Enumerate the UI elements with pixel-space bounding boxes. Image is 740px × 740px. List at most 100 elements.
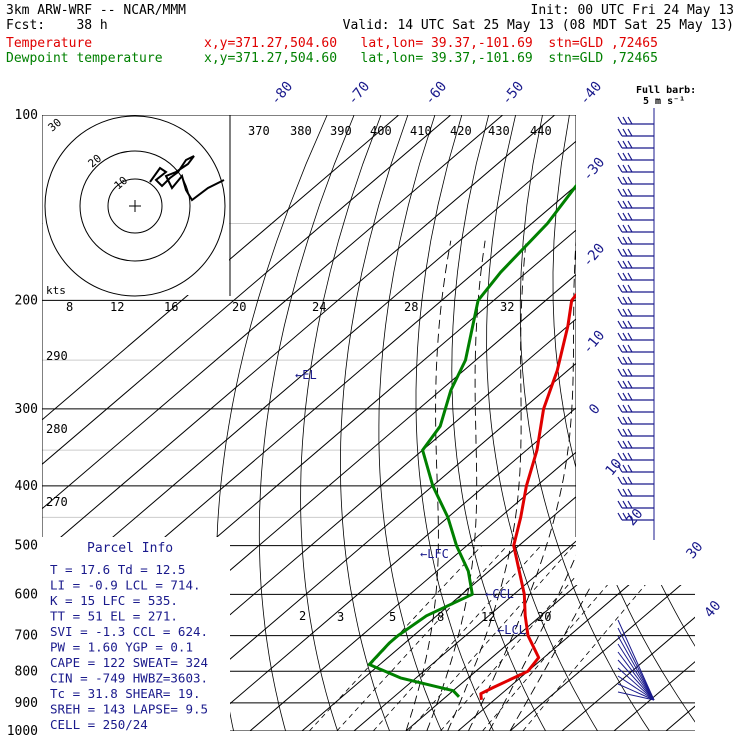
wind-barb-flag bbox=[617, 308, 623, 317]
wind-barb-staff bbox=[617, 651, 655, 701]
isotherm bbox=[509, 115, 695, 731]
wind-barb-flag bbox=[617, 428, 623, 437]
wind-barb-flag bbox=[627, 308, 633, 317]
wind-barb-flag bbox=[622, 200, 628, 209]
wind-barb-flag bbox=[617, 356, 623, 365]
wind-barb-flag bbox=[627, 248, 633, 257]
theta-label: 400 bbox=[370, 124, 392, 138]
isotherm bbox=[42, 115, 608, 731]
mixing-ratio-line bbox=[408, 545, 574, 731]
isotherm-label: -30 bbox=[580, 155, 609, 185]
pressure-label: 600 bbox=[15, 587, 38, 602]
wind-barb-flag bbox=[617, 368, 623, 377]
wind-barb-staff bbox=[617, 667, 655, 701]
wind-barb-flag bbox=[622, 260, 628, 269]
wind-barb-flag bbox=[622, 248, 628, 257]
pressure-label: 300 bbox=[15, 402, 38, 417]
dry-adiabat bbox=[731, 115, 740, 731]
dry-adiabat bbox=[703, 115, 740, 731]
pressure-label: 800 bbox=[15, 664, 38, 679]
temperature-location: x,y=371.27,504.60 lat,lon= 39.37,-101.69… bbox=[204, 36, 658, 51]
isotherm bbox=[249, 115, 695, 731]
wind-barb-flag bbox=[627, 392, 633, 401]
wind-barb-flag bbox=[622, 152, 628, 161]
wind-barb-flag bbox=[622, 428, 628, 437]
wind-barb-flag bbox=[627, 500, 633, 509]
wind-barb-flag bbox=[627, 188, 633, 197]
lcl-marker: ←LCL bbox=[497, 623, 526, 637]
wind-barb-flag bbox=[622, 512, 628, 521]
wind-barb-flag bbox=[627, 488, 633, 497]
mixing-ratio-line bbox=[336, 545, 508, 731]
isotherm bbox=[42, 115, 400, 731]
hodograph-trace bbox=[149, 155, 225, 202]
mixing-ratio-label: 8 bbox=[437, 610, 444, 624]
wind-barb-flag bbox=[622, 368, 628, 377]
dry-adiabat bbox=[674, 115, 695, 731]
wind-barb-flag bbox=[627, 236, 633, 245]
wind-barb-flag bbox=[627, 272, 633, 281]
theta-label: 380 bbox=[290, 124, 312, 138]
lfc-marker: ←LFC bbox=[420, 547, 449, 561]
wind-barb-flag bbox=[622, 272, 628, 281]
wind-barb-flag bbox=[622, 356, 628, 365]
isotherm-label: 30 bbox=[683, 539, 706, 562]
wind-barb-flag bbox=[622, 284, 628, 293]
pressure-label: 1000 bbox=[7, 724, 38, 739]
forecast-hour: Fcst: 38 h bbox=[6, 18, 108, 33]
isotherm bbox=[42, 115, 452, 731]
wind-barb-flag bbox=[627, 224, 633, 233]
wind-barb-flag bbox=[617, 272, 623, 281]
isotherm bbox=[301, 115, 695, 731]
wind-barb-flag bbox=[617, 320, 623, 329]
wind-barb-staff bbox=[617, 683, 655, 701]
mixing-ratio-label: 12 bbox=[110, 300, 124, 314]
wind-barb-flag bbox=[617, 284, 623, 293]
wind-barb-flag bbox=[627, 452, 633, 461]
mixing-ratio-label: 16 bbox=[164, 300, 178, 314]
pressure-label: 700 bbox=[15, 629, 38, 644]
wind-barb-flag bbox=[622, 464, 628, 473]
isotherm-label: -20 bbox=[580, 241, 609, 271]
theta-label: 370 bbox=[248, 124, 270, 138]
theta-label: 270 bbox=[46, 495, 68, 509]
wind-barb-flag bbox=[617, 452, 623, 461]
wind-barb-staff bbox=[617, 619, 655, 701]
hodograph-ring bbox=[79, 150, 191, 262]
wind-barb-staff bbox=[617, 627, 655, 701]
temperature-profile bbox=[479, 292, 576, 700]
wind-barb-flag bbox=[617, 404, 623, 413]
barb-legend-line2: 5 m s⁻¹ bbox=[643, 96, 685, 107]
isotherm-label: -70 bbox=[345, 79, 374, 109]
mixing-ratio-line bbox=[522, 545, 680, 731]
mixing-ratio-label: 2 bbox=[299, 609, 306, 623]
wind-barb-flag bbox=[617, 248, 623, 257]
moist-adiabat bbox=[509, 240, 695, 731]
wind-barb-flag bbox=[622, 476, 628, 485]
wind-barb-flag bbox=[617, 476, 623, 485]
hodograph-ring bbox=[107, 178, 163, 234]
wind-barb-flag bbox=[622, 188, 628, 197]
wind-barb-flag bbox=[627, 416, 633, 425]
parcel-row: TT = 51 EL = 271. bbox=[50, 609, 178, 624]
wind-barb-flag bbox=[627, 284, 633, 293]
mixing-ratio-line bbox=[309, 545, 483, 731]
wind-barb-flag bbox=[617, 116, 623, 125]
wind-barb-flag bbox=[617, 500, 623, 509]
wind-barb-flag bbox=[622, 236, 628, 245]
wind-barb-flag bbox=[617, 332, 623, 341]
isotherm bbox=[405, 115, 695, 731]
wind-barb-flag bbox=[622, 224, 628, 233]
isotherm bbox=[665, 115, 695, 731]
wind-barb-flag bbox=[622, 320, 628, 329]
wind-barb-staff bbox=[617, 659, 655, 701]
model-title: 3km ARW-WRF -- NCAR/MMM bbox=[6, 3, 187, 18]
isotherm bbox=[145, 115, 695, 731]
wind-barb-flag bbox=[622, 452, 628, 461]
dry-adiabat bbox=[486, 115, 598, 731]
isotherm-label: -40 bbox=[577, 79, 606, 109]
wind-barb-staff bbox=[617, 675, 655, 701]
barb-legend-line1: Full barb: bbox=[636, 85, 696, 96]
wind-barb-flag bbox=[627, 164, 633, 173]
theta-label: 410 bbox=[410, 124, 432, 138]
